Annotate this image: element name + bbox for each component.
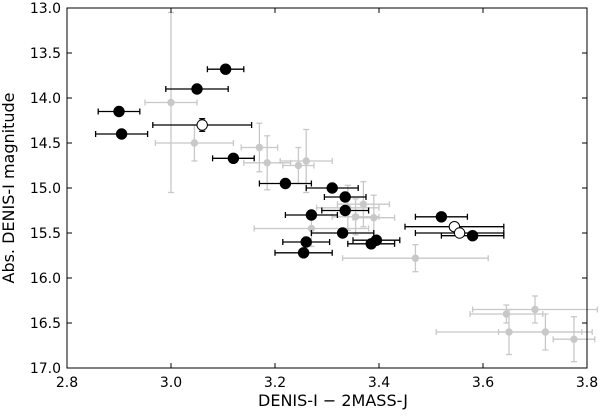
- black-data-point: [165, 83, 229, 95]
- data-marker: [365, 238, 377, 250]
- data-marker: [411, 254, 420, 262]
- open-data-point: [404, 221, 505, 233]
- data-marker: [570, 335, 578, 343]
- black-data-point: [321, 204, 370, 217]
- data-marker: [302, 157, 310, 165]
- x-axis-label: DENIS-I − 2MASS-J: [258, 391, 408, 410]
- gray-data-point: [552, 316, 596, 363]
- black-data-point: [323, 191, 367, 203]
- data-marker: [167, 98, 175, 107]
- gray-points-layer: [144, 11, 599, 363]
- black-data-point: [305, 182, 359, 194]
- data-marker: [190, 139, 199, 147]
- gray-data-point: [341, 244, 489, 273]
- gray-data-point: [154, 124, 235, 162]
- data-marker: [453, 227, 466, 239]
- open-data-point: [414, 227, 505, 239]
- black-data-point: [347, 238, 396, 250]
- x-tick-label: 3.4: [368, 375, 390, 391]
- data-marker: [305, 209, 318, 221]
- data-marker: [297, 247, 310, 259]
- y-tick-label: 14.5: [30, 136, 61, 152]
- x-axis-ticks: 2.8 3.0 3.2 3.4 3.6 3.8: [56, 8, 598, 391]
- black-data-point: [97, 105, 141, 118]
- black-data-point: [211, 152, 255, 165]
- open-points-layer: [152, 118, 505, 239]
- x-tick-label: 3.8: [576, 375, 598, 391]
- gray-data-point: [471, 295, 599, 324]
- data-marker: [219, 63, 232, 75]
- y-tick-label: 16.0: [30, 271, 61, 287]
- data-marker: [113, 105, 125, 118]
- y-tick-label: 13.0: [30, 1, 61, 17]
- gray-data-point: [282, 146, 315, 185]
- data-marker: [541, 328, 550, 336]
- data-marker: [115, 128, 128, 140]
- black-points-layer: [94, 63, 505, 259]
- gray-data-point: [144, 11, 198, 194]
- gray-data-point: [469, 304, 544, 324]
- x-tick-label: 2.8: [56, 375, 78, 391]
- data-marker: [435, 211, 448, 223]
- black-data-point: [414, 211, 469, 223]
- data-marker: [191, 83, 203, 95]
- data-marker: [255, 143, 264, 152]
- data-marker: [339, 204, 351, 217]
- y-tick-label: 16.5: [30, 316, 61, 332]
- black-data-point: [94, 128, 149, 140]
- data-marker: [294, 161, 303, 170]
- data-marker: [227, 152, 240, 165]
- black-data-point: [206, 63, 245, 75]
- y-tick-label: 14.0: [30, 91, 61, 107]
- data-marker: [466, 230, 479, 242]
- data-marker: [531, 305, 539, 314]
- data-marker: [339, 191, 351, 203]
- black-data-point: [258, 177, 313, 190]
- y-tick-label: 17.0: [30, 361, 61, 377]
- black-data-point: [284, 209, 339, 221]
- data-marker: [370, 214, 378, 222]
- data-marker: [279, 177, 292, 190]
- open-data-point: [152, 118, 253, 132]
- gray-data-point: [336, 181, 391, 228]
- y-tick-label: 15.5: [30, 226, 61, 242]
- y-axis-ticks: 13.0 13.5 14.0 14.5 15.0 15.5 16.0 16.5 17.0: [30, 1, 587, 377]
- gray-data-point: [240, 122, 279, 173]
- x-tick-label: 3.0: [160, 375, 182, 391]
- x-tick-label: 3.6: [472, 375, 494, 391]
- black-data-point: [274, 247, 333, 259]
- gray-data-point: [497, 313, 593, 351]
- data-marker: [263, 159, 271, 167]
- y-axis-label: Abs. DENIS-I magnitude: [0, 92, 18, 283]
- data-marker: [300, 236, 312, 248]
- gray-data-point: [279, 128, 333, 194]
- data-marker: [196, 119, 208, 131]
- y-tick-label: 13.5: [30, 46, 61, 62]
- black-data-point: [310, 227, 375, 239]
- data-marker: [359, 200, 368, 208]
- black-data-point: [440, 230, 505, 242]
- data-marker: [326, 182, 338, 194]
- data-marker: [336, 227, 349, 239]
- y-tick-label: 15.0: [30, 181, 61, 197]
- x-tick-label: 3.2: [264, 375, 286, 391]
- black-data-point: [282, 236, 331, 248]
